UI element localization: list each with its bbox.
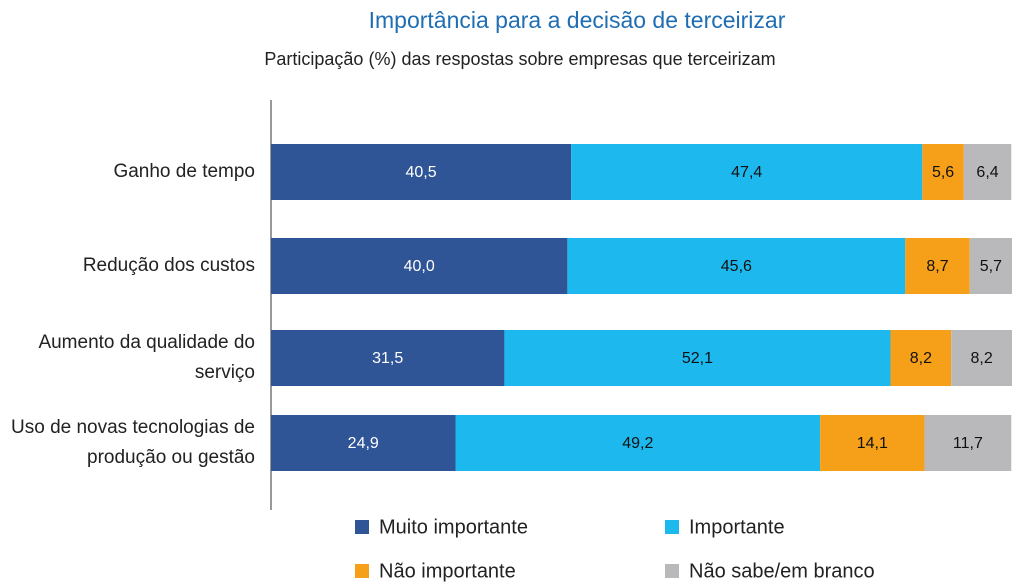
bar-segment xyxy=(969,238,1012,294)
value-label: 8,2 xyxy=(970,350,992,367)
legend-label: Muito importante xyxy=(379,516,528,538)
bar-segment xyxy=(271,238,568,294)
value-label: 45,6 xyxy=(721,258,752,275)
legend-swatch xyxy=(355,564,369,578)
value-label: 8,2 xyxy=(910,350,932,367)
bar-segment xyxy=(905,238,970,294)
category-label: Aumento da qualidade do serviço xyxy=(38,332,255,383)
legend-swatch xyxy=(665,520,679,534)
legend-label: Não importante xyxy=(379,560,516,582)
legend-label: Importante xyxy=(689,516,785,538)
value-label: 49,2 xyxy=(622,435,653,452)
value-label: 31,5 xyxy=(372,350,403,367)
legend-swatch xyxy=(355,520,369,534)
value-label: 8,7 xyxy=(926,258,948,275)
bar-segment xyxy=(922,144,964,200)
bar-segment xyxy=(271,415,456,471)
value-label: 24,9 xyxy=(348,435,379,452)
value-label: 14,1 xyxy=(857,435,888,452)
value-label: 11,7 xyxy=(953,435,983,452)
value-label: 6,4 xyxy=(976,164,998,181)
category-label: Ganho de tempo xyxy=(113,161,255,182)
bar-segment xyxy=(820,415,925,471)
value-label: 40,5 xyxy=(405,164,436,181)
bar-segment xyxy=(455,415,821,471)
bar-segment xyxy=(567,238,906,294)
chart-subtitle: Participação (%) das respostas sobre emp… xyxy=(264,49,775,69)
value-label: 40,0 xyxy=(404,258,435,275)
category-label: Uso de novas tecnologias de produção ou … xyxy=(11,417,255,468)
bar-segment xyxy=(571,144,923,200)
legend-label: Não sabe/em branco xyxy=(689,560,875,582)
category-label: Redução dos custos xyxy=(82,255,255,276)
value-label: 5,7 xyxy=(980,258,1002,275)
bar-segment xyxy=(271,144,572,200)
bar-segment xyxy=(271,330,505,386)
value-label: 5,6 xyxy=(932,164,954,181)
bar-segment xyxy=(890,330,952,386)
bar-segment xyxy=(504,330,891,386)
value-label: 52,1 xyxy=(682,350,713,367)
bar-segment xyxy=(963,144,1012,200)
value-label: 47,4 xyxy=(731,164,762,181)
bar-segment xyxy=(951,330,1012,386)
legend-swatch xyxy=(665,564,679,578)
chart-title: Importância para a decisão de terceiriza… xyxy=(369,7,786,33)
bar-segment xyxy=(924,415,1012,471)
